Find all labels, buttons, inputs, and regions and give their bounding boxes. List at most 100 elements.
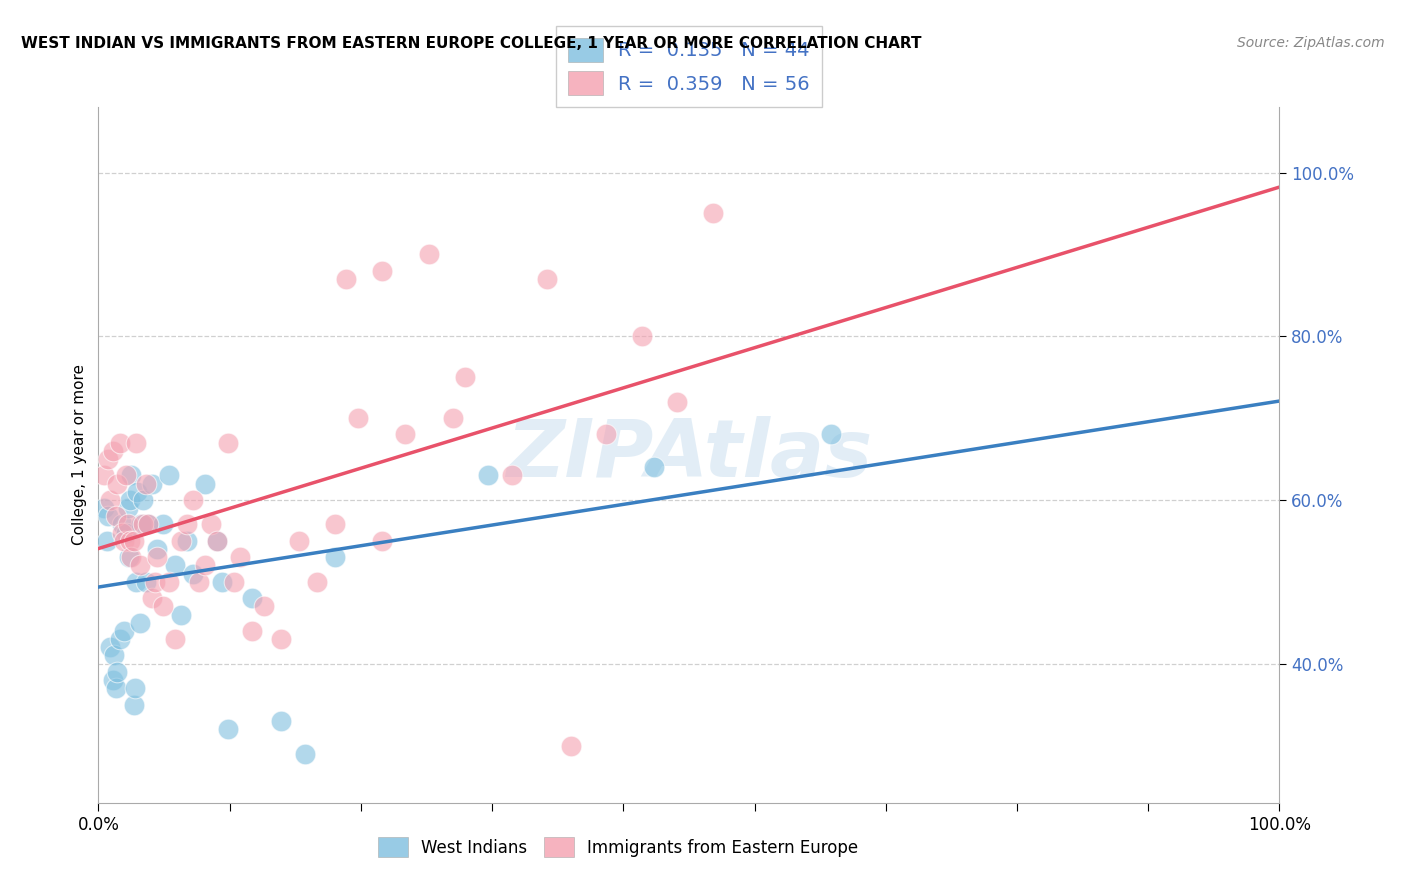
Point bbox=[595, 427, 617, 442]
Point bbox=[294, 747, 316, 761]
Point bbox=[101, 673, 124, 687]
Point bbox=[127, 484, 149, 499]
Point bbox=[143, 574, 166, 589]
Point bbox=[477, 468, 499, 483]
Point bbox=[200, 517, 222, 532]
Point bbox=[152, 599, 174, 614]
Point bbox=[211, 574, 233, 589]
Point bbox=[170, 607, 193, 622]
Point bbox=[176, 533, 198, 548]
Point bbox=[501, 468, 523, 483]
Point bbox=[93, 501, 115, 516]
Y-axis label: College, 1 year or more: College, 1 year or more bbox=[72, 365, 87, 545]
Point bbox=[93, 468, 115, 483]
Point bbox=[187, 574, 209, 589]
Point bbox=[111, 517, 134, 532]
Point bbox=[135, 574, 157, 589]
Point bbox=[181, 566, 204, 581]
Point bbox=[630, 329, 652, 343]
Point bbox=[371, 264, 394, 278]
Point bbox=[108, 632, 131, 646]
Point bbox=[305, 574, 328, 589]
Point bbox=[217, 722, 239, 736]
Point bbox=[132, 517, 155, 532]
Point bbox=[141, 476, 163, 491]
Point bbox=[125, 574, 148, 589]
Point bbox=[121, 550, 143, 565]
Text: ZIPAtlas: ZIPAtlas bbox=[506, 416, 872, 494]
Point bbox=[114, 468, 136, 483]
Point bbox=[335, 272, 357, 286]
Point bbox=[165, 632, 187, 646]
Point bbox=[165, 558, 187, 573]
Point bbox=[118, 550, 141, 565]
Point bbox=[121, 468, 143, 483]
Point bbox=[112, 533, 135, 548]
Point bbox=[132, 492, 155, 507]
Point bbox=[128, 558, 150, 573]
Point bbox=[157, 468, 180, 483]
Point bbox=[194, 476, 217, 491]
Point bbox=[105, 509, 128, 524]
Text: WEST INDIAN VS IMMIGRANTS FROM EASTERN EUROPE COLLEGE, 1 YEAR OR MORE CORRELATIO: WEST INDIAN VS IMMIGRANTS FROM EASTERN E… bbox=[21, 36, 921, 51]
Point bbox=[181, 492, 204, 507]
Point bbox=[643, 460, 665, 475]
Point bbox=[117, 517, 139, 532]
Point bbox=[146, 550, 169, 565]
Point bbox=[105, 681, 128, 696]
Point bbox=[97, 509, 120, 524]
Point bbox=[111, 525, 134, 540]
Point bbox=[96, 533, 118, 548]
Point bbox=[270, 632, 292, 646]
Point bbox=[112, 624, 135, 638]
Point bbox=[117, 501, 139, 516]
Point bbox=[205, 533, 228, 548]
Point bbox=[101, 443, 124, 458]
Point bbox=[288, 533, 311, 548]
Point bbox=[108, 435, 131, 450]
Point bbox=[371, 533, 394, 548]
Point bbox=[135, 476, 157, 491]
Point bbox=[105, 665, 128, 679]
Point bbox=[124, 681, 146, 696]
Point bbox=[270, 714, 292, 728]
Point bbox=[666, 394, 689, 409]
Point bbox=[224, 574, 246, 589]
Point bbox=[157, 574, 180, 589]
Point bbox=[120, 492, 142, 507]
Point bbox=[347, 411, 370, 425]
Point bbox=[98, 492, 121, 507]
Point bbox=[122, 698, 145, 712]
Point bbox=[122, 533, 145, 548]
Point bbox=[136, 517, 159, 532]
Point bbox=[141, 591, 163, 606]
Point bbox=[98, 640, 121, 655]
Point bbox=[105, 476, 128, 491]
Point bbox=[323, 517, 346, 532]
Point bbox=[176, 517, 198, 532]
Point bbox=[253, 599, 276, 614]
Point bbox=[240, 624, 263, 638]
Point bbox=[702, 206, 724, 220]
Point bbox=[394, 427, 416, 442]
Point bbox=[128, 615, 150, 630]
Point bbox=[820, 427, 842, 442]
Point bbox=[323, 550, 346, 565]
Point bbox=[129, 517, 152, 532]
Point bbox=[205, 533, 228, 548]
Text: Source: ZipAtlas.com: Source: ZipAtlas.com bbox=[1237, 36, 1385, 50]
Point bbox=[194, 558, 217, 573]
Point bbox=[97, 452, 120, 467]
Point bbox=[418, 247, 440, 261]
Point bbox=[103, 648, 125, 663]
Point bbox=[120, 533, 142, 548]
Point bbox=[114, 525, 136, 540]
Point bbox=[441, 411, 464, 425]
Point bbox=[217, 435, 239, 450]
Legend: West Indians, Immigrants from Eastern Europe: West Indians, Immigrants from Eastern Eu… bbox=[371, 830, 865, 864]
Point bbox=[240, 591, 263, 606]
Point bbox=[170, 533, 193, 548]
Point bbox=[536, 272, 558, 286]
Point bbox=[152, 517, 174, 532]
Point bbox=[136, 517, 159, 532]
